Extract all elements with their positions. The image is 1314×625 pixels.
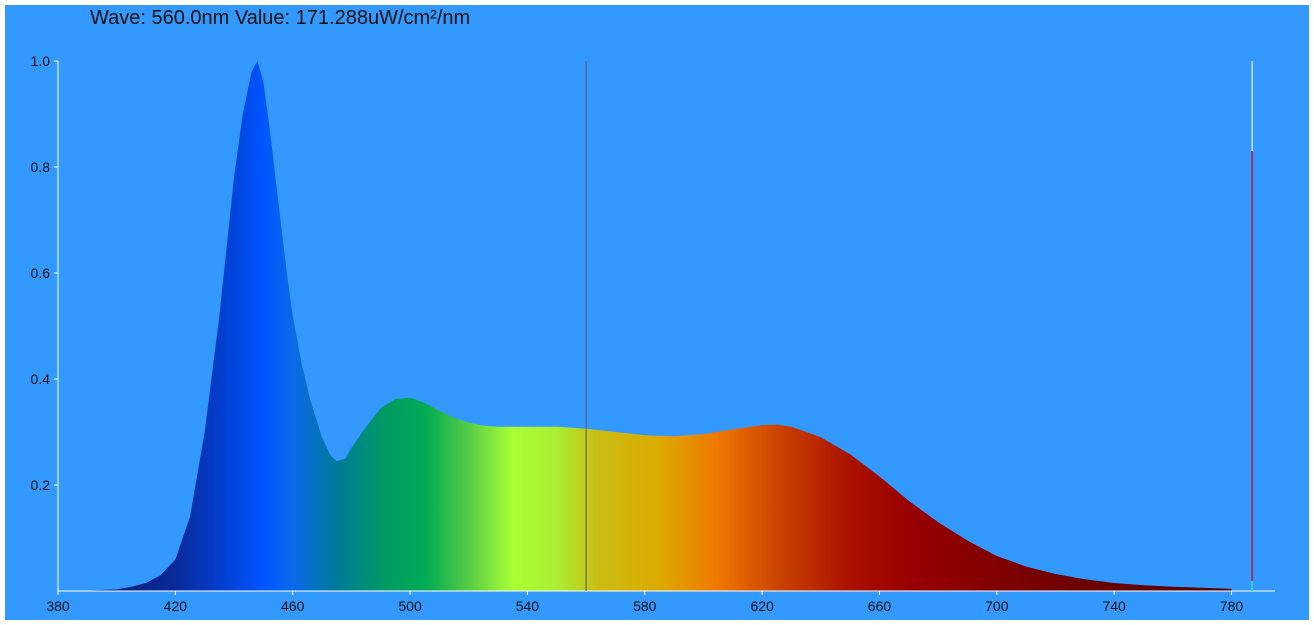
cursor-readout: Wave: 560.0nm Value: 171.288uW/cm²/nm	[90, 7, 471, 29]
x-tick-label: 740	[1102, 598, 1126, 614]
x-tick-label: 380	[46, 598, 70, 614]
x-tick-label: 580	[633, 598, 657, 614]
x-tick-label: 460	[281, 598, 305, 614]
x-tick-label: 700	[985, 598, 1009, 614]
x-tick-label: 500	[398, 598, 422, 614]
x-tick-label: 420	[164, 598, 188, 614]
x-tick-label: 660	[868, 598, 892, 614]
spectrum-area	[58, 61, 1232, 591]
y-tick-label: 1.0	[31, 53, 51, 69]
spectrum-chart[interactable]: 0.2 0.4 0.6 0.8 1.0 380 420 460 500 540 580 620 660 7…	[5, 5, 1309, 620]
y-tick-label: 0.8	[31, 159, 51, 175]
y-tick-label: 0.2	[31, 477, 51, 493]
x-tick-label: 620	[750, 598, 774, 614]
y-tick-label: 0.4	[31, 371, 51, 387]
x-tick-label: 780	[1220, 598, 1244, 614]
y-tick-label: 0.6	[31, 265, 51, 281]
x-tick-label: 540	[516, 598, 540, 614]
spectrum-chart-panel[interactable]: Wave: 560.0nm Value: 171.288uW/cm²/nm 0.…	[5, 5, 1309, 620]
